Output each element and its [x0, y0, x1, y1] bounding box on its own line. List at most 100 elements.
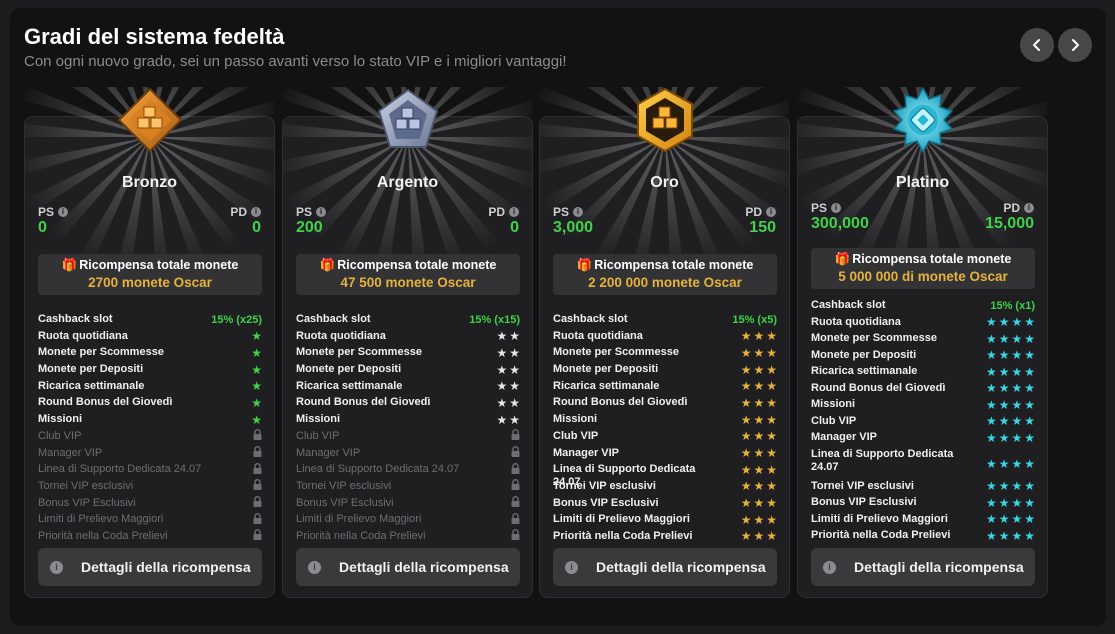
perk-row: Linea di Supporto Dedicata 24.07: [38, 462, 262, 480]
star-icon: ★: [1024, 512, 1035, 526]
star-icon: ★: [251, 362, 262, 377]
info-icon[interactable]: i: [316, 207, 327, 217]
reward-details-button[interactable]: i Dettagli della ricompensa: [811, 548, 1035, 586]
gift-icon: 🎁: [576, 258, 593, 272]
star-icon: ★: [985, 456, 997, 471]
tier-card-platino: Platino PS i PD i 300,000 15,000 🎁 Ricompensa t…: [797, 86, 1048, 598]
reward-title: Ricompensa totale monete: [852, 252, 1012, 266]
page-title: Gradi del sistema fedeltà: [24, 24, 285, 49]
perk-name: Monete per Scommesse: [38, 346, 164, 359]
perk-row: Club VIP ★ ★ ★ ★: [811, 415, 1035, 432]
perk-name: Monete per Depositi: [553, 363, 659, 376]
star-icon: ★: [753, 362, 765, 377]
info-icon[interactable]: i: [831, 203, 842, 213]
perk-name: Bonus VIP Esclusivi: [38, 496, 136, 509]
info-icon: i: [823, 560, 836, 574]
lock-icon: [253, 479, 262, 493]
tier-card-bronzo: Bronzo PS i PD i 0 0 🎁 Ricompensa totale monete…: [24, 87, 275, 598]
perk-name: Tornei VIP esclusivi: [553, 479, 656, 492]
reward-details-label: Dettagli della ricompensa: [596, 559, 766, 575]
info-icon[interactable]: i: [58, 207, 69, 217]
star-icon: ★: [251, 329, 262, 344]
lock-icon: [511, 446, 520, 460]
lock-icon: [511, 479, 520, 493]
info-icon[interactable]: i: [251, 207, 261, 217]
perk-name: Manager VIP: [38, 446, 103, 459]
perk-row: Bonus VIP Esclusivi: [38, 496, 262, 514]
star-icon: ★: [766, 462, 777, 477]
tier-name: Argento: [376, 174, 439, 191]
perk-name: Limiti di Prelievo Maggiori: [38, 513, 164, 526]
lock-icon: [511, 512, 520, 527]
perk-row: Round Bonus del Giovedì ★: [38, 396, 262, 413]
star-icon: ★: [1011, 430, 1023, 445]
perk-row: Linea di Supporto Dedicata 24.07: [296, 462, 520, 480]
star-icon: ★: [766, 395, 777, 410]
star-icon: ★: [1011, 479, 1023, 493]
star-icon: ★: [1024, 456, 1035, 471]
perk-row: Manager VIP ★ ★ ★ ★: [811, 431, 1035, 448]
star-icon: ★: [753, 462, 765, 477]
perk-row: Ricarica settimanale ★ ★ ★: [553, 380, 777, 397]
info-icon[interactable]: i: [766, 207, 776, 217]
star-icon: ★: [496, 395, 508, 410]
prev-button[interactable]: [1020, 28, 1054, 62]
star-icon: ★: [496, 379, 508, 394]
info-icon[interactable]: i: [509, 207, 519, 217]
star-icon: ★: [985, 348, 997, 362]
perk-name: Round Bonus del Giovedì: [296, 396, 431, 409]
star-icon: ★: [1011, 315, 1023, 329]
star-icon: ★: [753, 479, 765, 494]
reward-details-button[interactable]: i Dettagli della ricompensa: [296, 548, 520, 586]
gift-icon: 🎁: [61, 258, 78, 272]
pd-label: PD i: [488, 205, 519, 219]
star-icon: ★: [251, 412, 262, 427]
star-icon: ★: [985, 364, 997, 379]
star-icon: ★: [1011, 364, 1023, 379]
star-icon: ★: [985, 397, 997, 412]
perk-name: Ruota quotidiana: [38, 329, 128, 342]
star-icon: ★: [985, 331, 997, 346]
star-icon: ★: [496, 329, 508, 344]
info-icon: i: [308, 560, 321, 574]
perk-name: Ricarica settimanale: [38, 379, 145, 392]
page-subtitle: Con ogni nuovo grado, sei un passo avant…: [24, 53, 567, 70]
perk-name: Missioni: [553, 413, 598, 426]
perk-row: Monete per Depositi ★: [38, 363, 262, 380]
reward-details-label: Dettagli della ricompensa: [339, 559, 509, 575]
perk-row: Missioni ★: [38, 413, 262, 430]
star-icon: ★: [985, 414, 997, 428]
star-icon: ★: [998, 364, 1010, 379]
perk-row: Monete per Depositi ★ ★: [296, 363, 520, 380]
gold-badge-icon: [632, 87, 698, 153]
perk-row: Monete per Depositi ★ ★ ★: [553, 363, 777, 380]
star-icon: ★: [998, 397, 1010, 412]
perk-name: Club VIP: [296, 429, 340, 442]
star-icon: ★: [740, 462, 752, 477]
star-icon: ★: [496, 412, 508, 427]
perk-name: Monete per Depositi: [811, 348, 917, 361]
info-icon[interactable]: i: [573, 207, 584, 217]
perk-row: Ruota quotidiana ★ ★: [296, 330, 520, 347]
next-button[interactable]: [1058, 28, 1092, 62]
star-icon: ★: [740, 512, 752, 527]
star-icon: ★: [998, 479, 1010, 493]
reward-details-button[interactable]: i Dettagli della ricompensa: [38, 548, 262, 586]
perk-name: Tornei VIP esclusivi: [296, 479, 392, 492]
perk-name: Ruota quotidiana: [553, 329, 643, 342]
star-icon: ★: [753, 496, 765, 511]
perk-name: Manager VIP: [296, 446, 361, 459]
reward-details-button[interactable]: i Dettagli della ricompensa: [553, 548, 777, 586]
perk-row: Priorità nella Coda Prelievi: [296, 529, 520, 547]
perk-name: Ricarica settimanale: [296, 379, 403, 392]
info-icon[interactable]: i: [1024, 203, 1034, 213]
star-icon: ★: [1024, 479, 1035, 493]
star-icon: ★: [740, 496, 752, 511]
star-icon: ★: [251, 379, 262, 394]
star-icon: ★: [1011, 381, 1023, 395]
pd-label: PD i: [745, 205, 776, 219]
tier-card-argento: Argento PS i PD i 200 0 🎁 Ricompensa totale mon…: [282, 87, 533, 598]
gift-icon: 🎁: [834, 252, 851, 266]
star-icon: ★: [998, 315, 1010, 329]
star-icon: ★: [740, 395, 752, 410]
